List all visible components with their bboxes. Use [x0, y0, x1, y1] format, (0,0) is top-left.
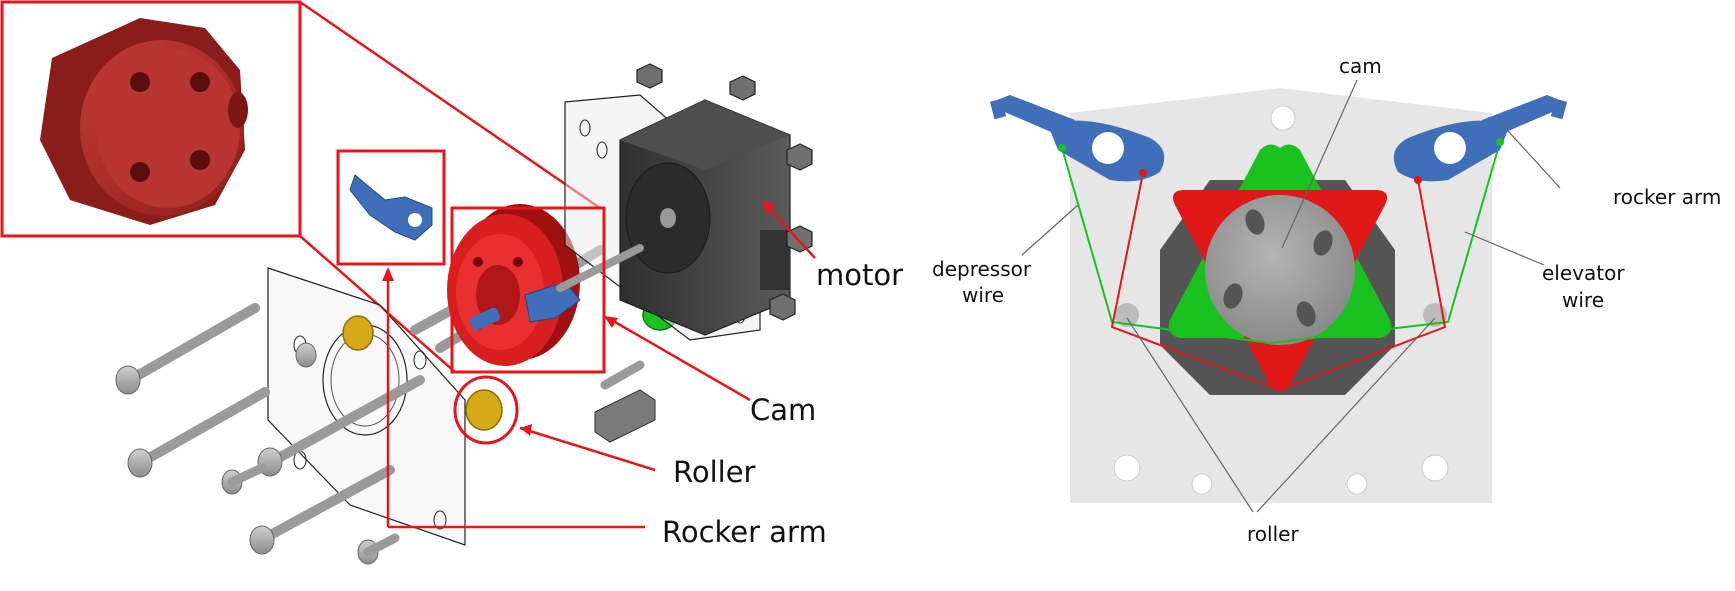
label-rocker-arm: Rocker arm	[662, 515, 827, 549]
mechanism-view: cam rocker arm depressor wire elevator w…	[932, 54, 1721, 546]
motor-nuts	[636, 63, 813, 321]
rocker-arm-part	[349, 174, 433, 241]
short-bolts	[227, 360, 645, 557]
roller-part	[465, 389, 503, 431]
label-rocker-arm-mechanism: rocker arm	[1613, 185, 1721, 209]
label-depressor-wire: wire	[962, 283, 1004, 307]
inset-leader-top	[299, 0, 601, 210]
mechanism-leaders	[1021, 79, 1561, 513]
roller-highlight-circle	[453, 375, 519, 445]
motor-shaft	[556, 244, 644, 292]
cam-highlight-box	[450, 206, 606, 374]
cam-disk-holes	[1223, 209, 1333, 327]
label-cam: Cam	[750, 393, 816, 427]
depressor-wire	[1061, 141, 1501, 345]
cam-detail-inset	[0, 0, 302, 238]
label-roller: Roller	[673, 455, 756, 489]
annotation-leaders	[386, 204, 816, 529]
rocker-arm-left	[989, 95, 1165, 182]
rocker-arm-assembled	[469, 281, 581, 331]
motor-body	[619, 99, 791, 336]
label-roller-mechanism: roller	[1247, 522, 1299, 546]
hex-spacer	[594, 389, 656, 443]
inset-cam-body	[40, 18, 248, 225]
label-cam-mechanism: cam	[1339, 54, 1382, 78]
plate-holes	[1113, 105, 1449, 495]
cam-disk	[1205, 195, 1355, 345]
annotation-arrowheads	[382, 201, 775, 436]
roller-left	[1115, 303, 1139, 327]
elevator-wire	[1110, 172, 1447, 392]
label-elevator: elevator	[1542, 261, 1625, 285]
rocker-arm-right	[1393, 95, 1568, 184]
rocker-arm-highlight-box	[336, 149, 446, 266]
label-motor: motor	[816, 258, 903, 292]
label-elevator-wire: wire	[1562, 288, 1604, 312]
label-depressor: depressor	[932, 257, 1032, 281]
exploded-view: motor Cam Roller Rocker arm	[0, 0, 903, 565]
roller-on-plate	[342, 315, 374, 351]
